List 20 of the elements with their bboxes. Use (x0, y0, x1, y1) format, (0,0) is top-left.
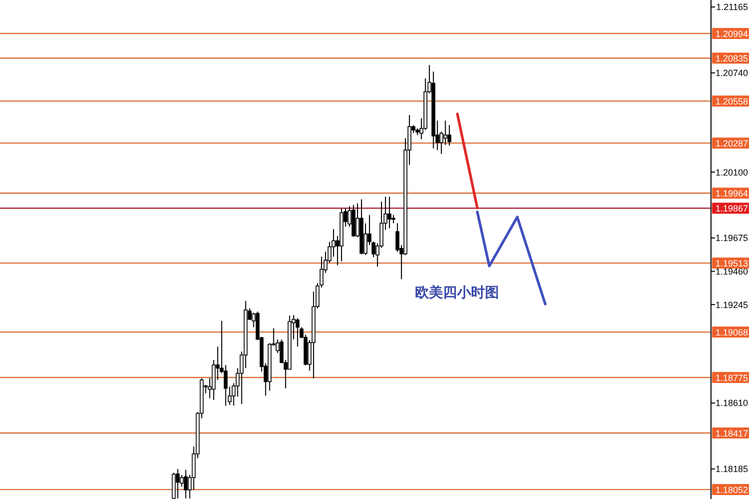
ref-line-label: 1.20994 (715, 28, 748, 39)
ref-line-label: 1.20835 (715, 53, 748, 64)
ref-line-label: 1.18775 (715, 372, 748, 383)
y-tick-label: 1.19460 (715, 266, 748, 276)
y-tick-label: 1.19675 (715, 233, 748, 244)
annotation: 欧美四小时图 (415, 284, 499, 300)
y-tick-label: 1.18185 (715, 464, 748, 474)
ref-line-label: 1.20287 (715, 138, 748, 148)
y-tick-label: 1.20100 (715, 167, 748, 178)
ref-line-label: 1.19867 (715, 203, 748, 214)
ref-line-label: 1.19513 (715, 258, 748, 268)
ref-line-label: 1.20558 (715, 96, 748, 106)
y-tick-label: 1.21165 (716, 2, 748, 12)
y-tick-label: 1.20740 (715, 68, 748, 78)
y-tick-label: 1.18610 (715, 398, 748, 408)
ref-line-label: 1.18417 (715, 428, 748, 438)
ref-line-label: 1.18052 (715, 484, 748, 495)
y-tick-label: 1.19245 (715, 300, 748, 310)
ref-line-label: 1.19964 (715, 188, 748, 198)
ref-line-label: 1.19068 (715, 327, 748, 338)
